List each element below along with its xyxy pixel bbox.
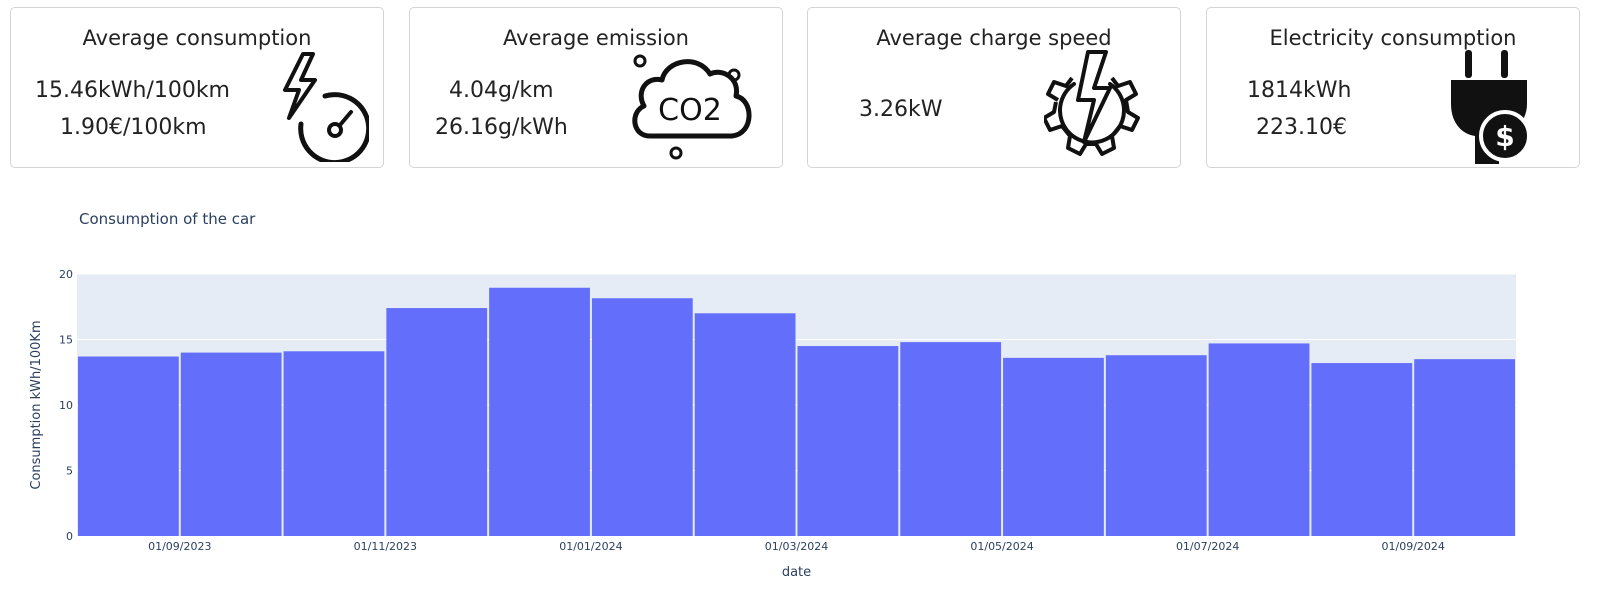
card-value: 3.26kW — [859, 97, 943, 122]
electricity-consumption-card: Electricity consumption 1814kWh 223.10€ … — [1206, 7, 1580, 168]
bar — [797, 346, 899, 536]
x-tick-label: 01/07/2024 — [1176, 540, 1239, 553]
average-emission-card: Average emission 4.04g/km 26.16g/kWh CO2 — [409, 7, 783, 168]
consumption-chart: Consumption of the car 0 5 10 15 20 01/09/202… — [0, 190, 1612, 594]
x-tick-label: 01/09/2023 — [148, 540, 211, 553]
svg-text:$: $ — [1495, 120, 1514, 153]
y-axis-label: Consumption kWh/100Km — [29, 320, 44, 489]
y-tick-label: 0 — [66, 530, 73, 543]
bar — [1311, 363, 1413, 536]
card-value: 26.16g/kWh — [435, 115, 568, 140]
bar — [489, 287, 590, 536]
average-consumption-card: Average consumption 15.46kWh/100km 1.90€… — [10, 7, 384, 168]
y-tick-label: 15 — [59, 334, 73, 347]
bar — [1105, 355, 1207, 536]
average-charge-speed-card: Average charge speed 3.26kW — [807, 7, 1181, 168]
x-tick-label: 01/01/2024 — [559, 540, 622, 553]
x-tick-label: 01/05/2024 — [970, 540, 1033, 553]
card-value: 1.90€/100km — [60, 115, 207, 140]
card-value: 4.04g/km — [449, 78, 554, 103]
co2-icon-label: CO2 — [658, 93, 722, 128]
bar — [1208, 343, 1310, 536]
bar — [386, 308, 488, 536]
x-tick-label: 01/09/2024 — [1382, 540, 1445, 553]
bar — [1414, 359, 1515, 536]
bar — [591, 298, 693, 536]
bar — [1003, 357, 1104, 536]
chart-plot: 0 5 10 15 20 01/09/2023 01/11/2023 01/01/2024 01… — [29, 268, 1516, 580]
x-tick-label: 01/11/2023 — [354, 540, 417, 553]
y-tick-label: 10 — [59, 399, 73, 412]
x-tick-label: 01/03/2024 — [765, 540, 828, 553]
plug-dollar-icon: $ — [1451, 50, 1531, 164]
card-value: 223.10€ — [1256, 115, 1347, 140]
co2-cloud-icon: CO2 — [632, 54, 752, 160]
card-title: Average charge speed — [876, 26, 1112, 50]
lightning-gear-icon — [1044, 50, 1140, 156]
y-tick-label: 20 — [59, 268, 73, 281]
card-title: Electricity consumption — [1269, 26, 1517, 50]
card-title: Average emission — [503, 26, 689, 50]
card-value: 1814kWh — [1247, 78, 1352, 103]
bar — [900, 342, 1002, 536]
bar — [180, 352, 282, 536]
y-tick-label: 5 — [66, 465, 73, 478]
bar — [78, 356, 179, 536]
card-title: Average consumption — [82, 26, 312, 50]
lightning-gauge-icon — [283, 52, 369, 162]
bar — [694, 313, 796, 536]
card-value: 15.46kWh/100km — [35, 78, 230, 103]
chart-title: Consumption of the car — [79, 210, 256, 228]
x-axis-label: date — [782, 565, 811, 580]
bar — [283, 351, 385, 536]
